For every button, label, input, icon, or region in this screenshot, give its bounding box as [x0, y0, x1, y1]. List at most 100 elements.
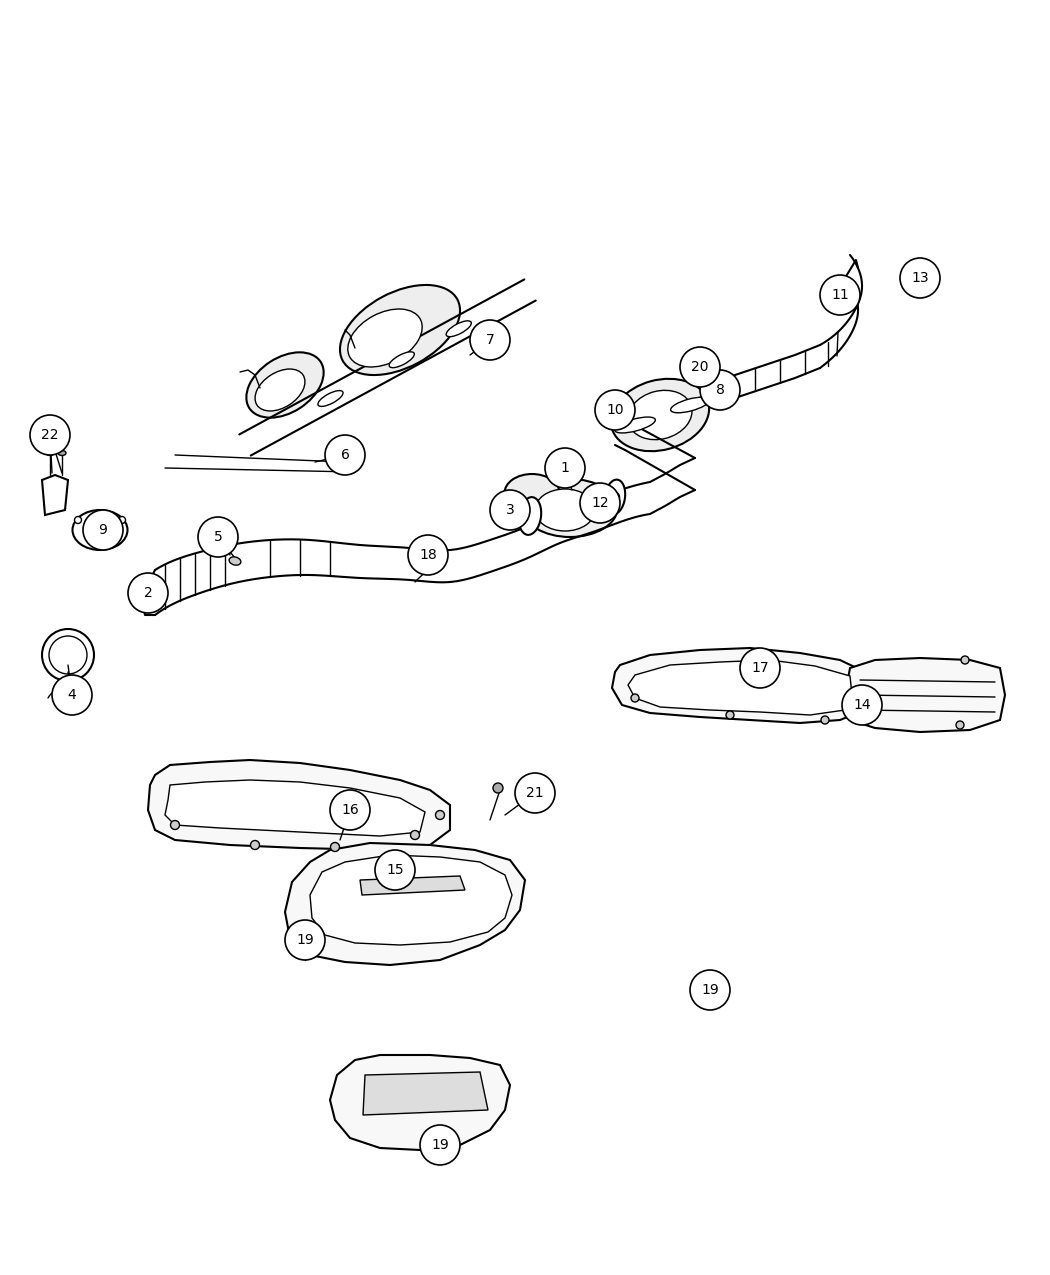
Text: 15: 15 [386, 863, 404, 877]
Text: 19: 19 [701, 983, 719, 997]
Polygon shape [612, 648, 870, 723]
Ellipse shape [850, 691, 859, 699]
Ellipse shape [610, 492, 620, 501]
Ellipse shape [611, 379, 709, 451]
Text: 12: 12 [591, 496, 609, 510]
Ellipse shape [390, 352, 415, 367]
Text: 21: 21 [526, 785, 544, 799]
Circle shape [700, 370, 740, 411]
Ellipse shape [536, 490, 595, 530]
Ellipse shape [519, 497, 541, 536]
Text: 7: 7 [485, 333, 495, 347]
Text: 3: 3 [506, 504, 514, 516]
Text: 8: 8 [715, 382, 724, 397]
Ellipse shape [631, 694, 639, 703]
Ellipse shape [956, 720, 964, 729]
Circle shape [842, 685, 882, 725]
Ellipse shape [605, 479, 625, 514]
Circle shape [595, 390, 635, 430]
Circle shape [375, 850, 415, 890]
Circle shape [420, 1125, 460, 1165]
Ellipse shape [671, 398, 710, 413]
Circle shape [330, 790, 370, 830]
Ellipse shape [614, 417, 655, 434]
Circle shape [490, 490, 530, 530]
Text: 2: 2 [144, 586, 152, 601]
Circle shape [30, 414, 70, 455]
Text: 9: 9 [99, 523, 107, 537]
Ellipse shape [523, 479, 617, 537]
Ellipse shape [170, 821, 180, 830]
Ellipse shape [494, 783, 503, 793]
Ellipse shape [422, 555, 434, 562]
Ellipse shape [912, 275, 928, 289]
Ellipse shape [961, 657, 969, 664]
Polygon shape [628, 660, 852, 715]
Ellipse shape [726, 711, 734, 719]
Polygon shape [330, 1054, 510, 1150]
Polygon shape [42, 476, 68, 515]
Circle shape [470, 320, 510, 360]
Polygon shape [310, 856, 512, 945]
Polygon shape [148, 760, 450, 850]
Ellipse shape [340, 286, 460, 375]
Polygon shape [285, 843, 525, 965]
Ellipse shape [718, 390, 728, 399]
Text: 20: 20 [691, 360, 709, 374]
Polygon shape [360, 876, 465, 895]
Text: 16: 16 [341, 803, 359, 817]
Ellipse shape [504, 474, 560, 513]
Text: 6: 6 [340, 448, 350, 462]
Ellipse shape [348, 309, 422, 367]
Text: 1: 1 [561, 462, 569, 476]
Text: 17: 17 [751, 660, 769, 674]
Polygon shape [363, 1072, 488, 1116]
Ellipse shape [255, 368, 304, 411]
Ellipse shape [49, 636, 87, 674]
Ellipse shape [821, 717, 830, 724]
Ellipse shape [916, 279, 924, 287]
Text: 19: 19 [432, 1139, 449, 1153]
Ellipse shape [85, 519, 116, 541]
Ellipse shape [229, 557, 240, 565]
Text: 13: 13 [911, 272, 929, 286]
Text: 5: 5 [213, 530, 223, 544]
Circle shape [514, 773, 555, 813]
Circle shape [128, 572, 168, 613]
Circle shape [580, 483, 620, 523]
Ellipse shape [58, 450, 66, 455]
Circle shape [408, 536, 448, 575]
Ellipse shape [42, 629, 94, 681]
Polygon shape [845, 658, 1005, 732]
Circle shape [52, 674, 92, 715]
Ellipse shape [693, 366, 701, 375]
Circle shape [680, 347, 720, 388]
Polygon shape [165, 780, 425, 836]
Ellipse shape [628, 390, 692, 440]
Text: 18: 18 [419, 548, 437, 562]
Circle shape [83, 510, 123, 550]
Ellipse shape [411, 830, 420, 839]
Text: 11: 11 [832, 288, 848, 302]
Ellipse shape [331, 843, 339, 852]
Text: 19: 19 [296, 933, 314, 947]
Ellipse shape [46, 450, 54, 455]
Ellipse shape [247, 352, 323, 418]
Text: 22: 22 [41, 428, 59, 442]
Ellipse shape [251, 840, 259, 849]
Circle shape [740, 648, 780, 689]
Circle shape [820, 275, 860, 315]
Ellipse shape [119, 516, 126, 524]
Circle shape [326, 435, 365, 476]
Circle shape [900, 258, 940, 298]
Ellipse shape [446, 321, 471, 337]
Ellipse shape [436, 811, 444, 820]
Circle shape [285, 921, 326, 960]
Ellipse shape [75, 516, 82, 524]
Circle shape [690, 970, 730, 1010]
Text: 14: 14 [854, 697, 870, 711]
Text: 4: 4 [67, 688, 77, 703]
Text: 10: 10 [606, 403, 624, 417]
Circle shape [198, 516, 238, 557]
Circle shape [545, 448, 585, 488]
